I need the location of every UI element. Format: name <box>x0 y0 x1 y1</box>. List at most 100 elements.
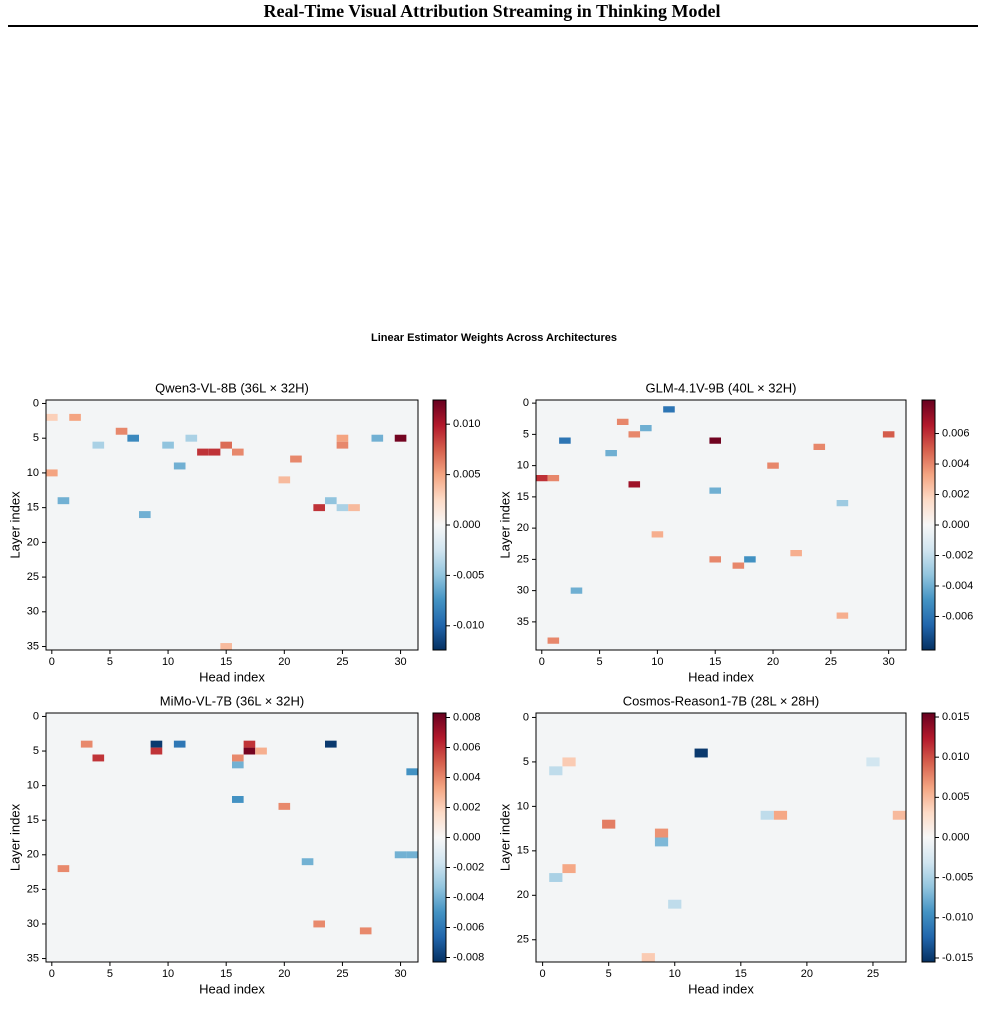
heatmap-cell <box>394 434 407 442</box>
colorbar-tick-label: 0.000 <box>942 519 970 531</box>
x-tick-label: 15 <box>220 656 232 668</box>
y-axis-label: Layer index <box>497 803 512 871</box>
heatmap-cell <box>406 768 418 776</box>
y-tick-label: 20 <box>27 536 39 548</box>
y-tick-label: 15 <box>27 502 39 514</box>
x-tick-label: 15 <box>709 656 721 668</box>
heatmap-cell <box>836 612 849 619</box>
colorbar-tick-label: -0.006 <box>453 921 484 933</box>
heatmap-cell <box>628 481 641 488</box>
heatmap-cell <box>616 418 629 425</box>
heatmap-cell <box>371 434 384 442</box>
heatmap-cell <box>570 587 583 594</box>
y-axis-label: Layer index <box>497 491 512 559</box>
y-tick-label: 30 <box>27 606 39 618</box>
heatmap-cell <box>278 802 291 810</box>
y-tick-label: 35 <box>517 616 529 628</box>
plot-frame <box>45 712 419 963</box>
heatmap-cell <box>866 757 880 767</box>
heatmap-cell <box>232 796 244 803</box>
y-tick-label: 0 <box>33 710 39 722</box>
heatmap-cell <box>348 504 360 512</box>
heatmap-cell <box>359 927 372 935</box>
y-tick-label: 20 <box>517 889 529 901</box>
y-tick-label: 5 <box>523 428 529 440</box>
colorbar-tick-label: -0.010 <box>942 912 973 924</box>
colorbar-tick-label: 0.002 <box>942 488 970 500</box>
colorbar-tick-label: -0.008 <box>453 951 484 963</box>
heatmap-cell <box>46 469 58 477</box>
y-tick-label: 25 <box>517 934 529 946</box>
chart-title: Cosmos-Reason1-7B (28L × 28H) <box>623 693 819 708</box>
x-tick-label: 0 <box>49 656 55 668</box>
x-tick-label: 5 <box>107 656 113 668</box>
x-axis-label: Head index <box>199 981 265 996</box>
y-tick-label: 30 <box>27 918 39 930</box>
x-tick-label: 30 <box>394 968 406 980</box>
plot-frame <box>45 399 419 651</box>
y-tick-label: 35 <box>27 640 39 652</box>
y-tick-label: 5 <box>33 432 39 444</box>
heatmap-cell <box>394 851 407 859</box>
colorbar-tick-label: -0.005 <box>942 872 973 884</box>
heatmap-cell <box>336 441 349 449</box>
x-tick-label: 0 <box>49 968 55 980</box>
heatmap-cell <box>628 431 641 438</box>
x-tick-label: 10 <box>669 968 681 980</box>
x-tick-label: 0 <box>539 656 545 668</box>
heatmap-cell <box>668 899 682 909</box>
y-tick-label: 15 <box>517 845 529 857</box>
heatmap-cell <box>313 504 325 512</box>
heatmap-cell <box>640 425 652 432</box>
heatmap-cell <box>150 740 163 748</box>
y-tick-label: 10 <box>517 460 529 472</box>
colorbar-tick-label: 0.000 <box>453 831 481 843</box>
y-tick-label: 10 <box>27 467 39 479</box>
heatmap-cell <box>773 810 788 820</box>
y-tick-label: 20 <box>517 522 529 534</box>
heatmap-cell <box>562 864 576 874</box>
heatmap-cell <box>69 413 81 421</box>
heatmap-cell <box>185 434 198 442</box>
x-tick-label: 30 <box>883 656 895 668</box>
heatmap-cell <box>549 766 563 776</box>
x-tick-label: 10 <box>651 656 663 668</box>
colorbar-tick-label: 0.004 <box>453 771 481 783</box>
heatmap-cell <box>892 810 906 820</box>
colorbar-tick-label: 0.004 <box>942 458 970 470</box>
colorbar-tick-label: 0.008 <box>453 711 481 723</box>
colorbar-tick-label: 0.005 <box>453 469 481 481</box>
heatmap-cell <box>767 462 779 469</box>
x-axis-label: Head index <box>688 981 754 996</box>
colorbar-tick-label: -0.004 <box>942 580 973 592</box>
heatmap-cell <box>220 643 232 650</box>
y-tick-label: 25 <box>27 883 39 895</box>
heatmap-cell <box>709 556 721 563</box>
colorbar-tick-label: 0.015 <box>942 711 970 723</box>
colorbar-tick-label: 0.006 <box>942 427 970 439</box>
colorbar-tick-label: 0.010 <box>942 751 970 763</box>
y-axis-label: Layer index <box>7 491 22 559</box>
y-tick-label: 0 <box>523 397 529 409</box>
colorbar-tick-label: -0.002 <box>942 549 973 561</box>
x-axis-label: Head index <box>199 669 265 684</box>
heatmap-cell <box>278 476 291 484</box>
heatmap-cell <box>790 550 802 557</box>
heatmap-cell <box>836 500 849 507</box>
heatmap-cell <box>220 441 232 449</box>
heatmap-background <box>46 400 418 650</box>
heatmap-cell <box>173 740 186 748</box>
heatmap-cell <box>641 953 655 962</box>
heatmap-cell <box>709 437 721 444</box>
x-tick-label: 0 <box>540 968 546 980</box>
colorbar <box>432 399 447 651</box>
figure-title: Linear Estimator Weights Across Architec… <box>371 332 617 344</box>
heatmap-cell <box>301 858 314 866</box>
heatmap-cell <box>549 873 563 882</box>
x-tick-label: 15 <box>735 968 747 980</box>
heatmap-cell <box>605 450 617 457</box>
heatmap-cell <box>243 747 256 755</box>
x-tick-label: 25 <box>825 656 837 668</box>
x-tick-label: 20 <box>278 656 290 668</box>
y-tick-label: 10 <box>517 800 529 812</box>
